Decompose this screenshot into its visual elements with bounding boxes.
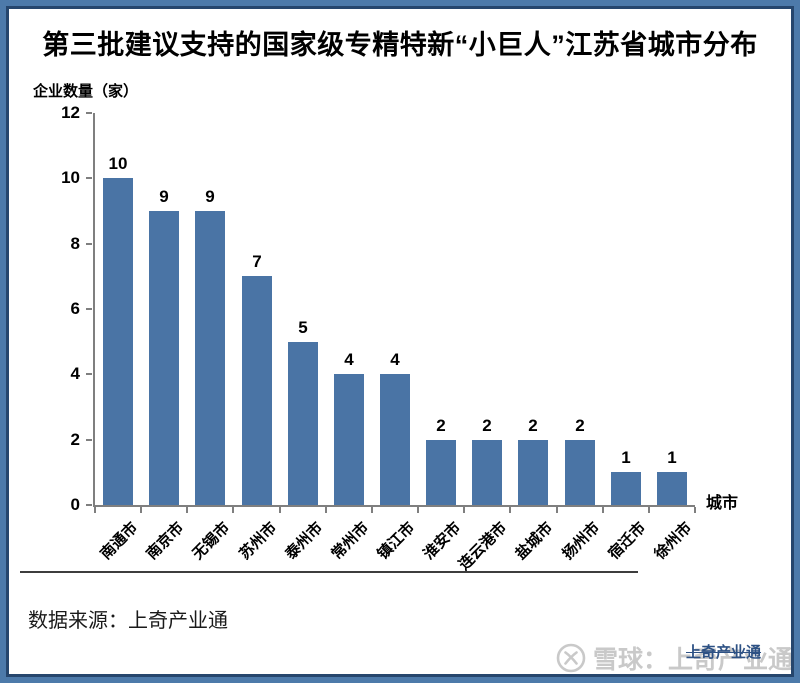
y-tick-mark [86,112,92,114]
category-label: 苏州市 [236,519,281,563]
x-tick-mark [647,507,650,513]
category-label: 南京市 [143,519,188,563]
category-label: 泰州市 [282,519,327,563]
bar [242,276,272,505]
bar [611,472,641,505]
category-label: 扬州市 [559,519,604,563]
category-label: 镇江市 [374,519,419,563]
y-axis-title: 企业数量（家） [33,83,139,100]
y-axis-line [93,113,95,505]
y-tick-mark [86,373,92,376]
x-tick-mark [509,507,512,513]
y-tick-label: 6 [70,299,80,318]
bar-value-label: 2 [528,416,538,435]
bar-value-label: 2 [575,416,585,435]
y-tick-label: 8 [70,233,80,253]
category-label: 盐城市 [512,519,557,563]
y-tick-label: 10 [61,168,80,188]
category-label: 宿迁市 [605,519,650,563]
bar [565,440,595,505]
category-label: 无锡市 [189,519,234,563]
x-tick-mark [232,507,235,513]
y-tick-label: 2 [70,429,80,449]
bar-value-label: 5 [298,318,308,337]
bar-value-label: 1 [621,448,631,467]
bar-value-label: 4 [390,350,400,369]
x-tick-mark [140,507,143,513]
bar [426,440,456,505]
bar-value-label: 2 [436,416,446,435]
bar-value-label: 9 [205,187,215,206]
y-tick-mark [86,242,92,245]
x-axis-line [93,505,695,507]
y-tick-label: 0 [70,495,80,514]
category-label: 连云港市 [455,519,511,574]
bar-value-label: 10 [108,154,128,173]
bar-value-label: 9 [159,187,169,206]
bar [195,211,225,505]
y-tick-label: 12 [61,103,80,122]
x-tick-mark [278,507,281,513]
y-tick-mark [86,177,92,180]
x-tick-mark [463,507,466,513]
bar [657,472,687,505]
xueqiu-logo-icon [556,643,586,673]
category-label: 南通市 [97,519,142,563]
data-source-text: 数据来源：上奇产业通 [28,610,228,632]
bar-value-label: 7 [252,252,262,271]
shangqi-watermark: 上奇产业通 [686,644,762,661]
y-tick-label: 4 [70,364,80,384]
x-tick-mark [417,507,420,513]
x-tick-mark [601,507,604,513]
y-tick-mark [86,438,92,441]
bar [518,440,548,505]
xueqiu-watermark-text: 雪球：上奇产业通 [593,646,794,674]
bar [288,342,318,505]
category-label: 常州市 [328,519,373,563]
bar-value-label: 1 [667,448,677,467]
x-tick-mark [94,507,96,513]
bar [334,374,364,505]
x-axis-title: 城市 [706,495,739,512]
y-tick-mark [86,308,92,310]
x-tick-mark [694,507,696,513]
bar-value-label: 4 [344,350,354,369]
x-tick-mark [555,507,558,513]
divider-line [20,571,638,573]
bar [149,211,179,505]
bar [380,374,410,505]
category-label: 徐州市 [651,519,696,563]
xueqiu-watermark: 雪球：上奇产业通 [556,640,793,676]
bar-value-label: 2 [482,416,492,435]
chart-title: 第三批建议支持的国家级专精特新“小巨人”江苏省城市分布 [42,30,758,60]
x-tick-mark [324,507,327,513]
x-tick-mark [370,507,373,513]
y-tick-mark [86,504,92,506]
x-tick-mark [186,507,189,513]
bar [103,178,133,505]
bar [472,440,502,505]
